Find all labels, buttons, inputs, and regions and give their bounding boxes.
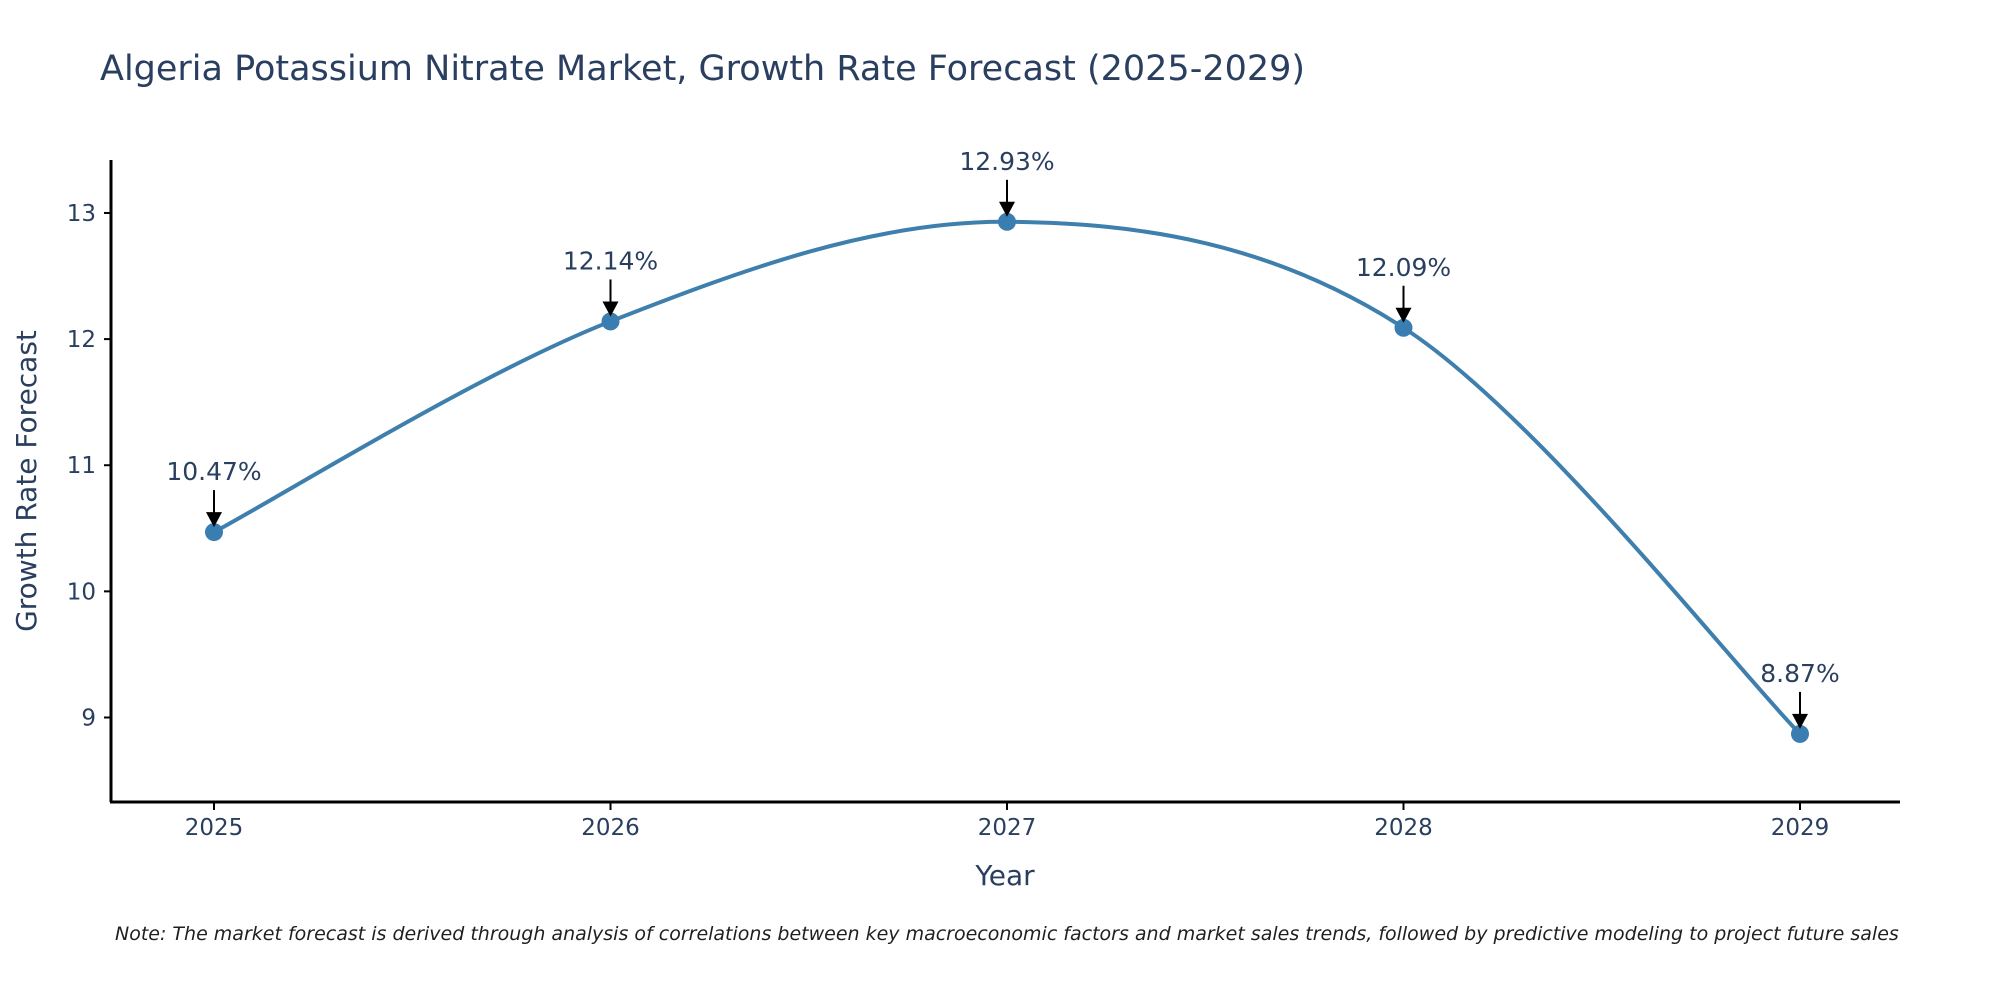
- annotation-arrow-head: [999, 201, 1015, 217]
- x-ticks: 2025 2026 2027 2028 2029: [185, 802, 1830, 841]
- data-point-2025: [205, 523, 223, 542]
- y-axis-title: Growth Rate Forecast: [10, 330, 43, 632]
- series-line: [213, 219, 1802, 736]
- data-point-2029: [1791, 724, 1809, 743]
- x-tick-label: 2029: [1771, 815, 1830, 841]
- chart-note: Note: The market forecast is derived thr…: [115, 923, 1899, 945]
- x-tick-label: 2027: [978, 815, 1037, 841]
- y-tick-label: 12: [67, 327, 96, 353]
- annotation-arrow-head: [602, 301, 619, 317]
- x-axis-title: Year: [974, 859, 1035, 892]
- x-tick-label: 2025: [185, 815, 244, 841]
- annotations: 10.47% 12.14% 12.93% 12.09% 8.87%: [166, 147, 1840, 729]
- data-label-2027: 12.93%: [959, 147, 1054, 176]
- y-ticks: 9 10 11 12 13: [67, 201, 111, 731]
- x-tick-label: 2028: [1374, 815, 1433, 841]
- axes: [109, 160, 1900, 804]
- y-tick-label: 13: [67, 201, 96, 227]
- annotation-arrow-head: [1395, 307, 1412, 323]
- markers: [205, 212, 1809, 743]
- data-point-2028: [1394, 318, 1413, 337]
- x-tick-label: 2026: [581, 815, 640, 841]
- data-label-2026: 12.14%: [563, 246, 658, 275]
- annotation-arrow-head: [206, 512, 222, 528]
- y-tick-label: 10: [67, 579, 96, 605]
- data-point-2027: [998, 212, 1016, 231]
- annotation-arrow-head: [1792, 713, 1808, 729]
- data-label-2029: 8.87%: [1760, 659, 1839, 688]
- data-label-2025: 10.47%: [166, 457, 261, 486]
- y-tick-label: 11: [67, 453, 96, 479]
- data-point-2026: [601, 312, 620, 331]
- y-tick-label: 9: [81, 705, 96, 731]
- data-label-2028: 12.09%: [1356, 253, 1451, 282]
- chart-title: Algeria Potassium Nitrate Market, Growth…: [100, 49, 1305, 89]
